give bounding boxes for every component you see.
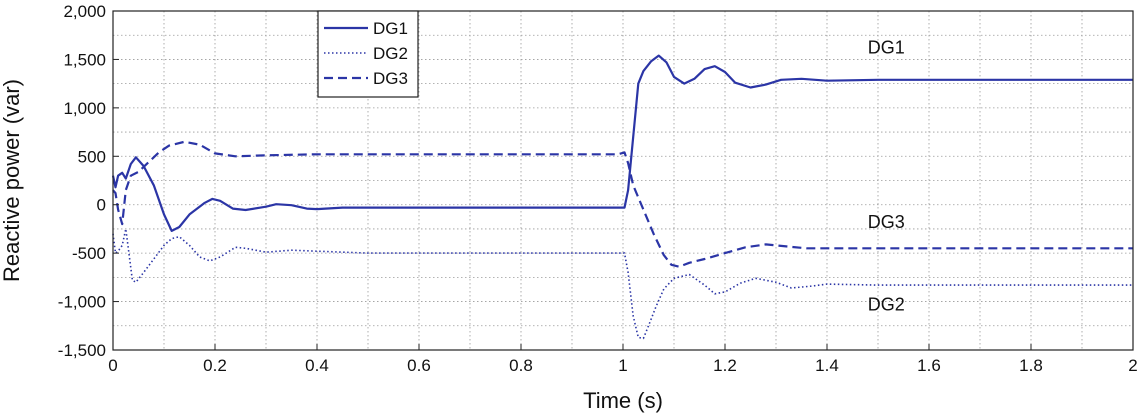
legend-label-dg1: DG1: [373, 19, 408, 38]
x-tick-label: 1.8: [1019, 356, 1043, 375]
x-tick-label: 0.8: [509, 356, 533, 375]
x-tick-label: 0.4: [305, 356, 329, 375]
x-tick-label: 0.2: [203, 356, 227, 375]
x-tick-label: 1.6: [917, 356, 941, 375]
x-axis-title: Time (s): [583, 388, 663, 413]
x-tick-label: 2: [1128, 356, 1137, 375]
x-tick-label: 1.4: [815, 356, 839, 375]
y-tick-label: 1,500: [63, 50, 106, 69]
legend-box: [317, 10, 419, 98]
y-tick-label: 0: [97, 196, 106, 215]
x-tick-label: 1: [618, 356, 627, 375]
x-axis-ticks: 0 0.2 0.4 0.6 0.8 1 1.2 1.4 1.6 1.8 2: [108, 344, 1138, 375]
annotation-dg1: DG1: [868, 38, 905, 58]
legend-label-dg2: DG2: [373, 44, 408, 63]
series-annotations: DG1 DG3 DG2: [868, 38, 905, 315]
series-layer: [111, 54, 1133, 340]
series-line-dg2: [112, 228, 1133, 340]
x-tick-label: 1.2: [713, 356, 737, 375]
annotation-dg2: DG2: [868, 294, 905, 314]
x-tick-label: 0.6: [407, 356, 431, 375]
y-tick-label: -1,500: [58, 341, 106, 360]
y-tick-label: -1,000: [58, 293, 106, 312]
x-tick-label: 0: [108, 356, 117, 375]
series-line-dg3: [112, 140, 1133, 268]
y-tick-label: 2,000: [63, 2, 106, 21]
y-axis-ticks: 2,000 1,500 1,000 500 0 -500 -1,000 -1,500: [58, 2, 119, 360]
y-tick-label: 1,000: [63, 99, 106, 118]
y-axis-title: Reactive power (var): [0, 79, 24, 282]
y-tick-label: -500: [72, 244, 106, 263]
annotation-dg3: DG3: [868, 212, 905, 232]
legend-label-dg3: DG3: [373, 69, 408, 88]
legend: DG1 DG2 DG3: [317, 10, 419, 98]
y-tick-label: 500: [78, 147, 106, 166]
series-line-dg1: [111, 54, 1133, 232]
